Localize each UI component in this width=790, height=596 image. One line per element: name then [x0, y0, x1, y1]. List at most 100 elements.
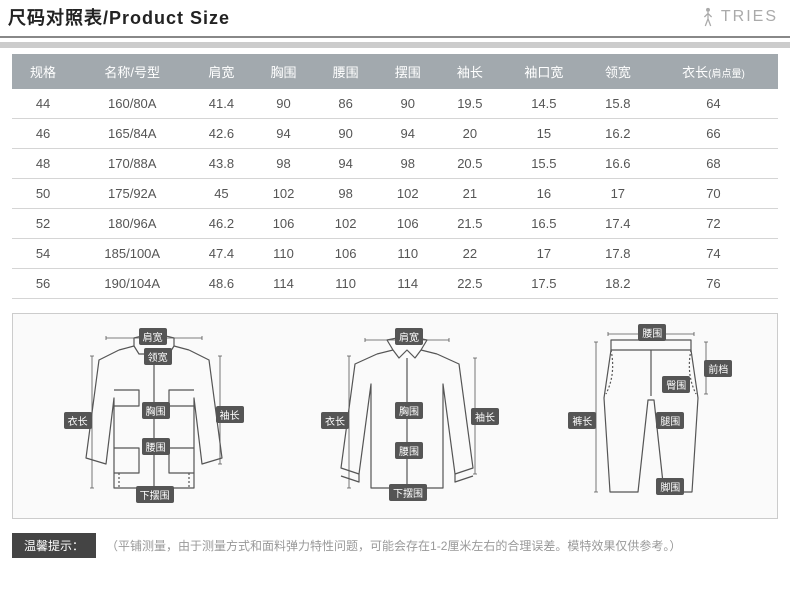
table-row: 50175/92A451029810221161770 [12, 179, 778, 209]
table-cell: 20.5 [439, 149, 501, 179]
table-header-cell: 衣长(肩点量) [649, 54, 778, 89]
table-cell: 94 [377, 119, 439, 149]
table-header-cell: 袖口宽 [501, 54, 587, 89]
table-cell: 180/96A [74, 209, 190, 239]
table-cell: 98 [315, 179, 377, 209]
brand-text: TRIES [721, 8, 778, 26]
table-cell: 90 [252, 89, 314, 119]
table-cell: 52 [12, 209, 74, 239]
table-cell: 22.5 [439, 269, 501, 299]
jacket-waist-label: 腰围 [142, 438, 170, 455]
table-row: 56190/104A48.611411011422.517.518.276 [12, 269, 778, 299]
table-cell: 110 [252, 239, 314, 269]
table-cell: 42.6 [190, 119, 252, 149]
table-header-cell: 规格 [12, 54, 74, 89]
table-cell: 22 [439, 239, 501, 269]
jacket-chest-label: 胸围 [142, 402, 170, 419]
table-cell: 86 [315, 89, 377, 119]
shirt-hem-label: 下摆围 [389, 484, 427, 501]
brand-logo: TRIES [699, 6, 778, 28]
table-cell: 20 [439, 119, 501, 149]
table-cell: 16.6 [587, 149, 649, 179]
table-cell: 114 [252, 269, 314, 299]
table-cell: 114 [377, 269, 439, 299]
table-row: 54185/100A47.4110106110221717.874 [12, 239, 778, 269]
size-table-container: 规格名称/号型肩宽胸围腰围摆围袖长袖口宽领宽衣长(肩点量) 44160/80A4… [0, 54, 790, 299]
table-cell: 16.2 [587, 119, 649, 149]
table-cell: 16.5 [501, 209, 587, 239]
table-cell: 46.2 [190, 209, 252, 239]
table-cell: 185/100A [74, 239, 190, 269]
table-cell: 98 [252, 149, 314, 179]
table-cell: 56 [12, 269, 74, 299]
table-cell: 48 [12, 149, 74, 179]
table-cell: 17.4 [587, 209, 649, 239]
table-cell: 94 [315, 149, 377, 179]
table-cell: 15.8 [587, 89, 649, 119]
size-table: 规格名称/号型肩宽胸围腰围摆围袖长袖口宽领宽衣长(肩点量) 44160/80A4… [12, 54, 778, 299]
shirt-sleeve-label: 袖长 [471, 408, 499, 425]
pants-length-label: 裤长 [568, 412, 596, 429]
table-cell: 21 [439, 179, 501, 209]
table-cell: 102 [377, 179, 439, 209]
shirt-waist-label: 腰围 [395, 442, 423, 459]
pants-waist-label: 腰围 [638, 324, 666, 341]
table-cell: 19.5 [439, 89, 501, 119]
table-cell: 72 [649, 209, 778, 239]
table-cell: 45 [190, 179, 252, 209]
jacket-sleeve-label: 袖长 [216, 406, 244, 423]
table-cell: 102 [315, 209, 377, 239]
table-cell: 54 [12, 239, 74, 269]
table-header-cell: 名称/号型 [74, 54, 190, 89]
table-row: 48170/88A43.898949820.515.516.668 [12, 149, 778, 179]
table-body: 44160/80A41.490869019.514.515.86446165/8… [12, 89, 778, 299]
table-cell: 16 [501, 179, 587, 209]
shirt-chest-label: 胸围 [395, 402, 423, 419]
table-cell: 90 [377, 89, 439, 119]
table-cell: 68 [649, 149, 778, 179]
page-title: 尺码对照表/Product Size [8, 4, 230, 30]
table-cell: 64 [649, 89, 778, 119]
page-header: 尺码对照表/Product Size TRIES [0, 0, 790, 38]
table-cell: 21.5 [439, 209, 501, 239]
jacket-shoulder-label: 肩宽 [139, 328, 167, 345]
table-cell: 17.8 [587, 239, 649, 269]
table-cell: 48.6 [190, 269, 252, 299]
jacket-length-label: 衣长 [64, 412, 92, 429]
footer-tip: 温馨提示： （平铺测量，由于测量方式和面料弹力特性问题，可能会存在1-2厘米左右… [12, 533, 778, 558]
jacket-collar-label: 领宽 [144, 348, 172, 365]
table-cell: 46 [12, 119, 74, 149]
table-cell: 90 [315, 119, 377, 149]
table-cell: 14.5 [501, 89, 587, 119]
table-cell: 47.4 [190, 239, 252, 269]
table-cell: 43.8 [190, 149, 252, 179]
table-row: 46165/84A42.6949094201516.266 [12, 119, 778, 149]
tip-text: （平铺测量，由于测量方式和面料弹力特性问题，可能会存在1-2厘米左右的合理误差。… [106, 537, 681, 554]
table-cell: 66 [649, 119, 778, 149]
pants-thigh-label: 腿围 [656, 412, 684, 429]
table-cell: 190/104A [74, 269, 190, 299]
table-cell: 41.4 [190, 89, 252, 119]
tip-label: 温馨提示： [12, 533, 96, 558]
table-cell: 15 [501, 119, 587, 149]
table-cell: 76 [649, 269, 778, 299]
table-cell: 44 [12, 89, 74, 119]
table-cell: 106 [252, 209, 314, 239]
table-cell: 15.5 [501, 149, 587, 179]
table-row: 52180/96A46.210610210621.516.517.472 [12, 209, 778, 239]
table-cell: 74 [649, 239, 778, 269]
table-header: 规格名称/号型肩宽胸围腰围摆围袖长袖口宽领宽衣长(肩点量) [12, 54, 778, 89]
table-header-cell: 领宽 [587, 54, 649, 89]
table-header-cell: 腰围 [315, 54, 377, 89]
table-cell: 17 [501, 239, 587, 269]
shirt-diagram: 肩宽 胸围 腰围 下摆围 衣长 袖长 [305, 328, 515, 508]
accent-bar [0, 42, 790, 48]
table-cell: 17.5 [501, 269, 587, 299]
table-cell: 110 [377, 239, 439, 269]
table-cell: 17 [587, 179, 649, 209]
table-header-cell: 肩宽 [190, 54, 252, 89]
shirt-shoulder-label: 肩宽 [395, 328, 423, 345]
table-cell: 170/88A [74, 149, 190, 179]
table-row: 44160/80A41.490869019.514.515.864 [12, 89, 778, 119]
pants-legopen-label: 脚围 [656, 478, 684, 495]
